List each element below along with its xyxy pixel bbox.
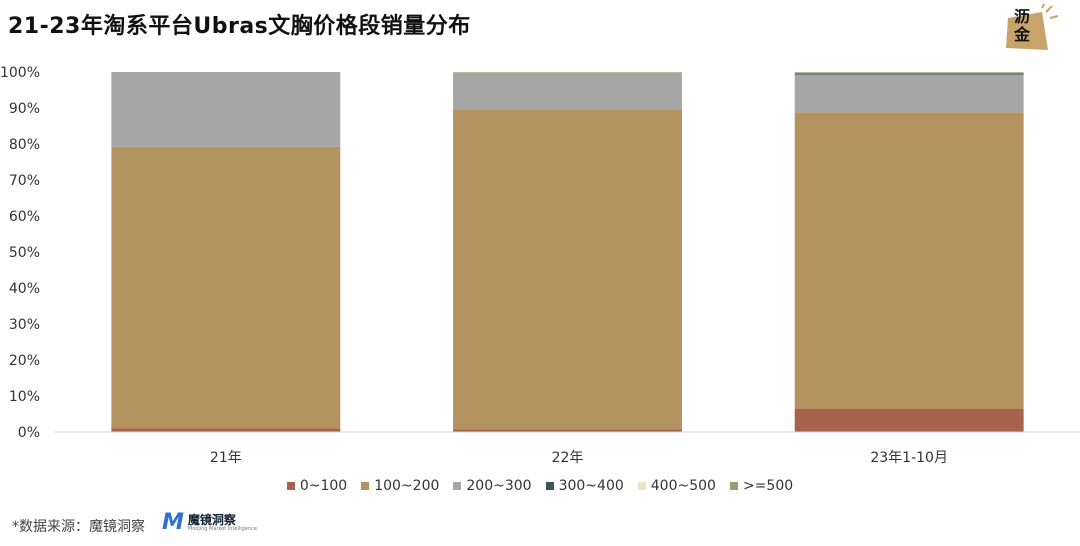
bar-segment-100~200 (453, 109, 682, 430)
bar-segment-400~500 (794, 72, 1024, 74)
bar-segment-0~100 (794, 408, 1024, 432)
y-tick-label: 0% (18, 425, 40, 441)
y-tick-label: 50% (9, 245, 40, 261)
bar-segment->=500 (794, 72, 1024, 73)
bar-segment-100~200 (794, 112, 1024, 409)
legend-label: >=500 (742, 478, 794, 494)
stacked-bar-chart: 0% 10% 20% 30% 40% 50% 60% 70% 80% 90% 100% 21年 22年… (0, 65, 1080, 466)
legend-label: 300~400 (558, 478, 624, 494)
y-tick-label: 40% (9, 281, 40, 297)
legend-item: 0~100 (286, 478, 348, 494)
y-tick-label: 90% (9, 101, 40, 117)
logo-line-2: 金 (1013, 25, 1030, 44)
bar-segment-300~400 (794, 73, 1024, 75)
y-tick-label: 80% (9, 137, 40, 153)
bar-segment-400~500 (453, 72, 682, 73)
y-axis: 0% 10% 20% 30% 40% 50% 60% 70% 80% 90% 100% (0, 65, 40, 441)
legend-swatch (453, 482, 462, 490)
bar-segment-0~100 (453, 429, 682, 432)
legend-item: 300~400 (545, 478, 624, 494)
y-tick-label: 60% (9, 209, 40, 225)
bar-segment-200~300 (111, 72, 341, 147)
bar-segment-200~300 (794, 74, 1024, 113)
y-tick-label: 30% (9, 317, 40, 333)
legend-swatch (361, 482, 370, 490)
brand-mark-icon: M (162, 510, 184, 535)
brand-subtitle: Moojing Market Intelligence (187, 526, 257, 532)
bar-segment-200~300 (453, 72, 682, 110)
bars (111, 72, 1024, 432)
bar-segment->=500 (453, 72, 682, 73)
legend-label: 0~100 (299, 478, 348, 494)
legend-label: 200~300 (466, 478, 532, 494)
bar-segment-100~200 (111, 146, 341, 429)
legend-swatch (729, 482, 738, 490)
logo-shape (1006, 3, 1059, 50)
y-tick-label: 70% (9, 173, 40, 189)
x-category-label: 22年 (552, 450, 584, 466)
legend-label: 400~500 (650, 478, 716, 494)
legend-swatch (545, 482, 554, 490)
legend-label: 100~200 (374, 478, 440, 494)
y-tick-label: 100% (0, 65, 40, 81)
brand-name: 魔镜洞察 (187, 513, 236, 527)
y-tick-label: 10% (9, 389, 40, 405)
logo-text: 沥 金 (1002, 4, 1042, 44)
source-note: *数据来源：魔镜洞察 (12, 519, 145, 535)
legend-item: 200~300 (453, 478, 532, 494)
legend-item: 400~500 (637, 478, 716, 494)
legend-swatch (286, 482, 295, 490)
chart-title: 21-23年淘系平台Ubras文胸价格段销量分布 (8, 14, 471, 39)
brand-logo: M 魔镜洞察 Moojing Market Intelligence (162, 512, 257, 534)
logo: 沥 金 (1002, 3, 1060, 54)
legend-item: >=500 (729, 478, 794, 494)
x-category-label: 21年 (210, 450, 242, 466)
y-tick-label: 20% (9, 353, 40, 369)
legend-item: 100~200 (361, 478, 439, 494)
legend-swatch (637, 482, 646, 490)
x-category-label: 23年1-10月 (870, 450, 948, 466)
legend: 0~100 100~200 200~300 300~400 400~500 >=500 (0, 478, 1080, 494)
bar-segment-0~100 (111, 428, 341, 432)
x-axis: 21年 22年 23年1-10月 (210, 450, 948, 466)
logo-line-1: 沥 (1013, 7, 1030, 26)
